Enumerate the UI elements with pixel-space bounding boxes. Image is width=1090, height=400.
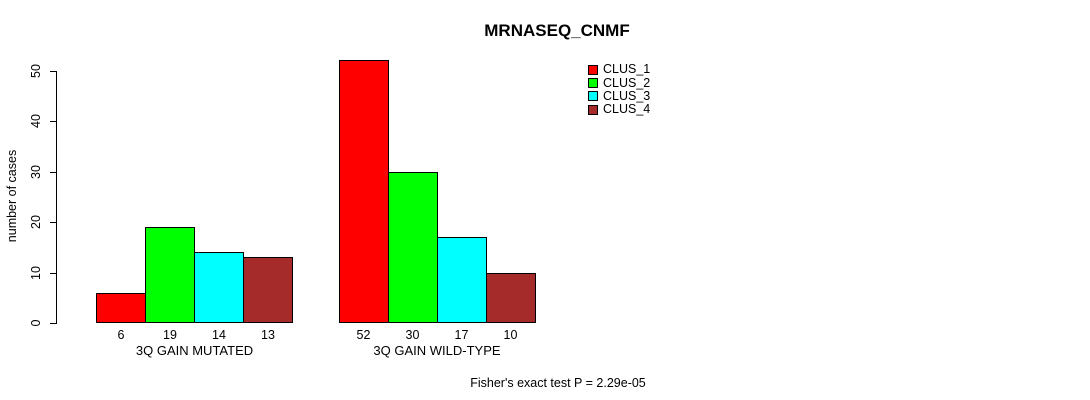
- bar-value-label: 13: [261, 328, 275, 342]
- y-tick-label: 40: [29, 114, 43, 128]
- bar: [194, 252, 244, 323]
- bar: [387, 171, 438, 323]
- legend-swatch-icon: [588, 91, 598, 102]
- y-tick: [50, 222, 57, 224]
- group-label: 3Q GAIN MUTATED: [135, 343, 254, 358]
- y-tick-label: 20: [29, 215, 43, 229]
- y-tick: [50, 323, 57, 325]
- bar: [145, 227, 195, 323]
- legend-item: CLUS_1: [588, 63, 650, 76]
- y-tick-label: 0: [29, 319, 43, 327]
- legend-label: CLUS_3: [603, 88, 651, 103]
- legend-label: CLUS_4: [603, 102, 651, 117]
- legend-item: CLUS_4: [588, 103, 650, 116]
- y-tick: [50, 171, 57, 173]
- fisher-test-annotation: Fisher's exact test P = 2.29e-05: [470, 376, 646, 390]
- group-label: 3Q GAIN WILD-TYPE: [373, 343, 501, 358]
- bar: [243, 257, 293, 323]
- chart-title: MRNASEQ_CNMF: [484, 21, 630, 40]
- y-axis-label: number of cases: [5, 149, 19, 243]
- legend-swatch-icon: [588, 104, 598, 115]
- y-tick: [50, 70, 57, 72]
- y-tick: [50, 272, 57, 274]
- y-tick-label: 10: [29, 265, 43, 280]
- bar: [485, 272, 536, 323]
- legend-item: CLUS_2: [588, 76, 650, 89]
- bar: [96, 292, 146, 323]
- bar-value-label: 6: [117, 328, 125, 342]
- bar-value-label: 14: [212, 328, 226, 342]
- bar-value-label: 10: [503, 328, 518, 342]
- legend: CLUS_1 CLUS_2 CLUS_3 CLUS_4: [588, 63, 650, 117]
- y-tick-label: 50: [29, 63, 43, 78]
- legend-item: CLUS_3: [588, 88, 651, 103]
- y-tick: [50, 121, 57, 123]
- bar-value-label: 19: [163, 328, 177, 342]
- bar: [436, 237, 487, 323]
- bar-value-label: 17: [454, 328, 469, 342]
- legend-swatch-icon: [588, 64, 598, 75]
- bar-value-label: 52: [356, 328, 371, 342]
- bar: [338, 60, 389, 323]
- y-tick-label: 30: [29, 164, 43, 179]
- legend-label: CLUS_2: [603, 75, 651, 90]
- legend-swatch-icon: [588, 78, 598, 89]
- legend-label: CLUS_1: [603, 62, 651, 77]
- bar-value-label: 30: [405, 328, 420, 342]
- y-axis-line: [56, 70, 58, 324]
